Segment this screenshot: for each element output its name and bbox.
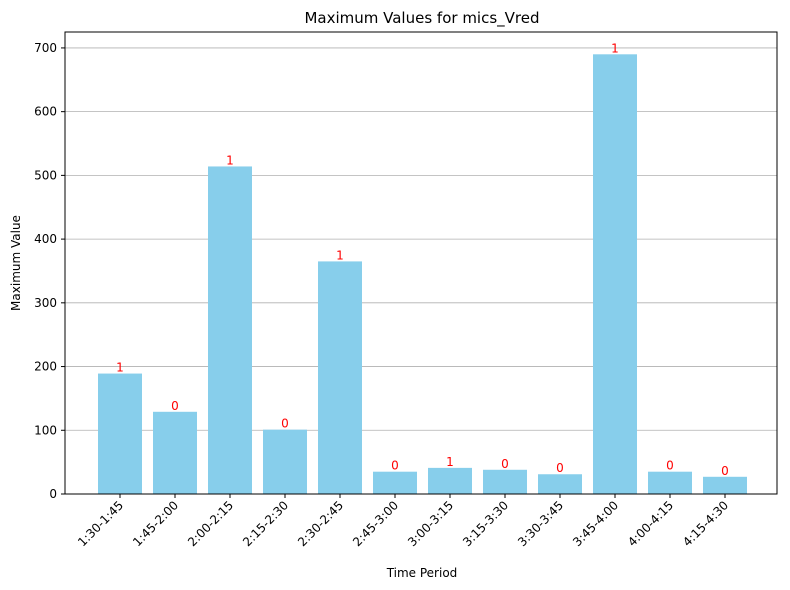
bar-label: 1 [336,248,344,262]
x-axis-label: Time Period [386,566,458,580]
x-tick-label: 3:15-3:30 [460,498,511,549]
bar-label: 0 [556,461,564,475]
bar-label: 1 [116,361,124,375]
x-tick-label: 4:15-4:30 [680,498,731,549]
bar-label: 0 [721,464,729,478]
plot-frame [64,31,778,495]
y-tick-label: 700 [34,41,57,55]
bar [703,476,747,494]
x-axis-ticks: 1:30-1:45 1:45-2:00 2:00-2:15 2:15-2:30 2:30… [75,494,731,549]
x-tick-label: 4:00-4:15 [625,498,676,549]
bar [318,261,362,494]
bar-label: 1 [611,41,619,55]
y-tick-label: 600 [34,105,57,119]
x-tick-label: 2:45-3:00 [350,498,401,549]
bar-label: 0 [391,459,399,473]
x-tick-label: 2:15-2:30 [240,498,291,549]
chart-title: Maximum Values for mics_Vred [304,9,539,28]
y-tick-label: 500 [34,168,57,182]
x-tick-label: 3:00-3:15 [405,498,456,549]
bar [648,471,692,494]
bar [98,373,142,494]
bar-value-labels: 1 0 1 0 1 0 1 0 0 1 0 0 [116,41,729,477]
y-tick-label: 0 [49,487,57,501]
y-tick-label: 300 [34,296,57,310]
bar-label: 0 [171,399,179,413]
x-tick-label: 3:30-3:45 [515,498,566,549]
bar-label: 1 [446,455,454,469]
x-tick-label: 2:30-2:45 [295,498,346,549]
bar [483,469,527,494]
x-tick-label: 1:45-2:00 [130,498,181,549]
bar [428,467,472,494]
x-tick-label: 1:30-1:45 [75,498,126,549]
bar [153,411,197,494]
bar-label: 0 [666,459,674,473]
x-tick-label: 3:45-4:00 [570,498,621,549]
y-axis-ticks: 0 100 200 300 400 500 600 700 [34,41,65,501]
y-tick-label: 100 [34,423,57,437]
bar [373,471,417,494]
bar [208,166,252,494]
y-axis-label: Maximum Value [9,215,23,311]
bar-label: 1 [226,153,234,167]
y-tick-label: 200 [34,360,57,374]
bars [98,54,747,495]
x-tick-label: 2:00-2:15 [185,498,236,549]
bar [538,474,582,494]
bar-label: 0 [281,417,289,431]
bar [263,429,307,494]
y-tick-label: 400 [34,232,57,246]
bar-label: 0 [501,457,509,471]
bar [593,54,637,495]
